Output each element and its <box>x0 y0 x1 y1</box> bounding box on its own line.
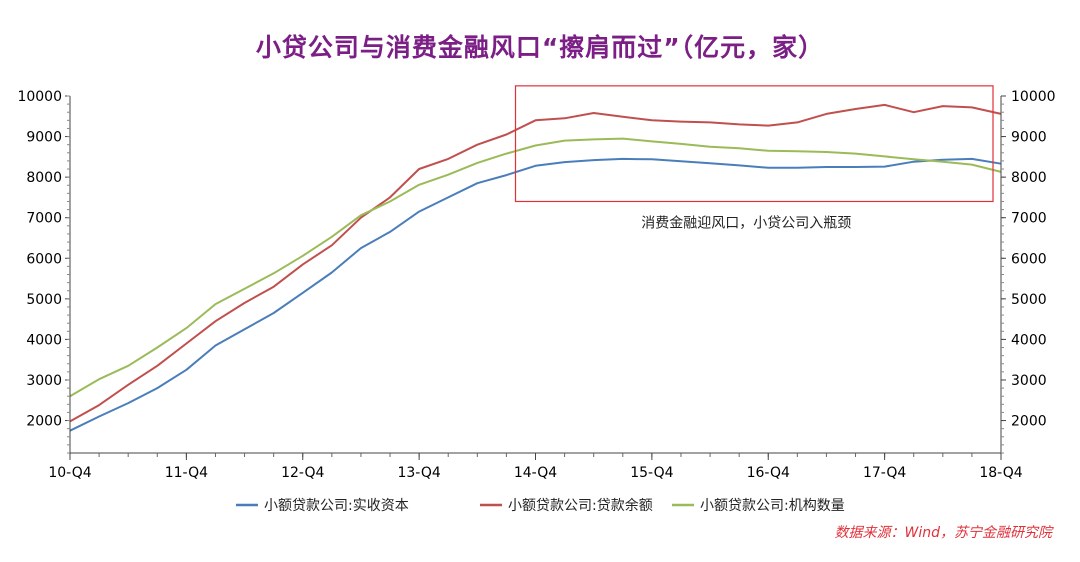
y2-tick-label: 4000 <box>1011 332 1047 348</box>
chart-title: 小贷公司与消费金融风口“擦肩而过”（亿元，家） <box>255 33 825 62</box>
x-tick-label: 11-Q4 <box>165 465 208 481</box>
y-tick-label: 9000 <box>26 130 62 146</box>
y2-tick-label: 8000 <box>1011 170 1047 186</box>
y-tick-label: 2000 <box>26 414 62 430</box>
x-tick-label: 18-Q4 <box>979 465 1022 481</box>
y-tick-label: 10000 <box>17 89 62 105</box>
y-tick-label: 7000 <box>26 211 62 227</box>
x-tick-label: 13-Q4 <box>397 465 440 481</box>
y2-tick-label: 5000 <box>1011 292 1047 308</box>
y-tick-label: 3000 <box>26 373 62 389</box>
legend: 小额贷款公司:实收资本 小额贷款公司:贷款余额 小额贷款公司:机构数量 <box>236 497 845 514</box>
annotation: 消费金融迎风口，小贷公司入瓶颈 <box>514 85 994 231</box>
x-tick-label: 15-Q4 <box>630 465 673 481</box>
y2-tick-label: 7000 <box>1011 211 1047 227</box>
legend-label-2: 小额贷款公司:贷款余额 <box>508 497 653 514</box>
y2-tick-label: 2000 <box>1011 414 1047 430</box>
y2-tick-label: 3000 <box>1011 373 1047 389</box>
y2-tick-label: 6000 <box>1011 251 1047 267</box>
x-tick-label: 12-Q4 <box>281 465 324 481</box>
y-tick-label: 8000 <box>26 170 62 186</box>
legend-label-3: 小额贷款公司:机构数量 <box>700 498 845 514</box>
x-tick-label: 14-Q4 <box>514 465 557 481</box>
legend-label-1: 小额贷款公司:实收资本 <box>264 498 409 514</box>
plot-area <box>69 103 1002 432</box>
y2-tick-label: 9000 <box>1011 130 1047 146</box>
x-tick-label: 17-Q4 <box>863 465 906 481</box>
annotation-box <box>514 85 994 203</box>
series-line-2 <box>69 103 1002 423</box>
series-line-1 <box>69 157 1002 432</box>
y2-tick-label: 10000 <box>1011 89 1056 105</box>
y-tick-label: 5000 <box>26 292 62 308</box>
y-tick-label: 4000 <box>26 332 62 348</box>
series-line-3 <box>69 137 1002 398</box>
x-tick-label: 10-Q4 <box>48 465 91 481</box>
axes: 2000 3000 4000 5000 6000 7000 8000 9000 10000 200… <box>17 89 1055 481</box>
annotation-text: 消费金融迎风口，小贷公司入瓶颈 <box>641 215 851 231</box>
y-tick-label: 6000 <box>26 251 62 267</box>
x-tick-label: 16-Q4 <box>747 465 790 481</box>
source-note: 数据来源：Wind，苏宁金融研究院 <box>834 525 1053 541</box>
